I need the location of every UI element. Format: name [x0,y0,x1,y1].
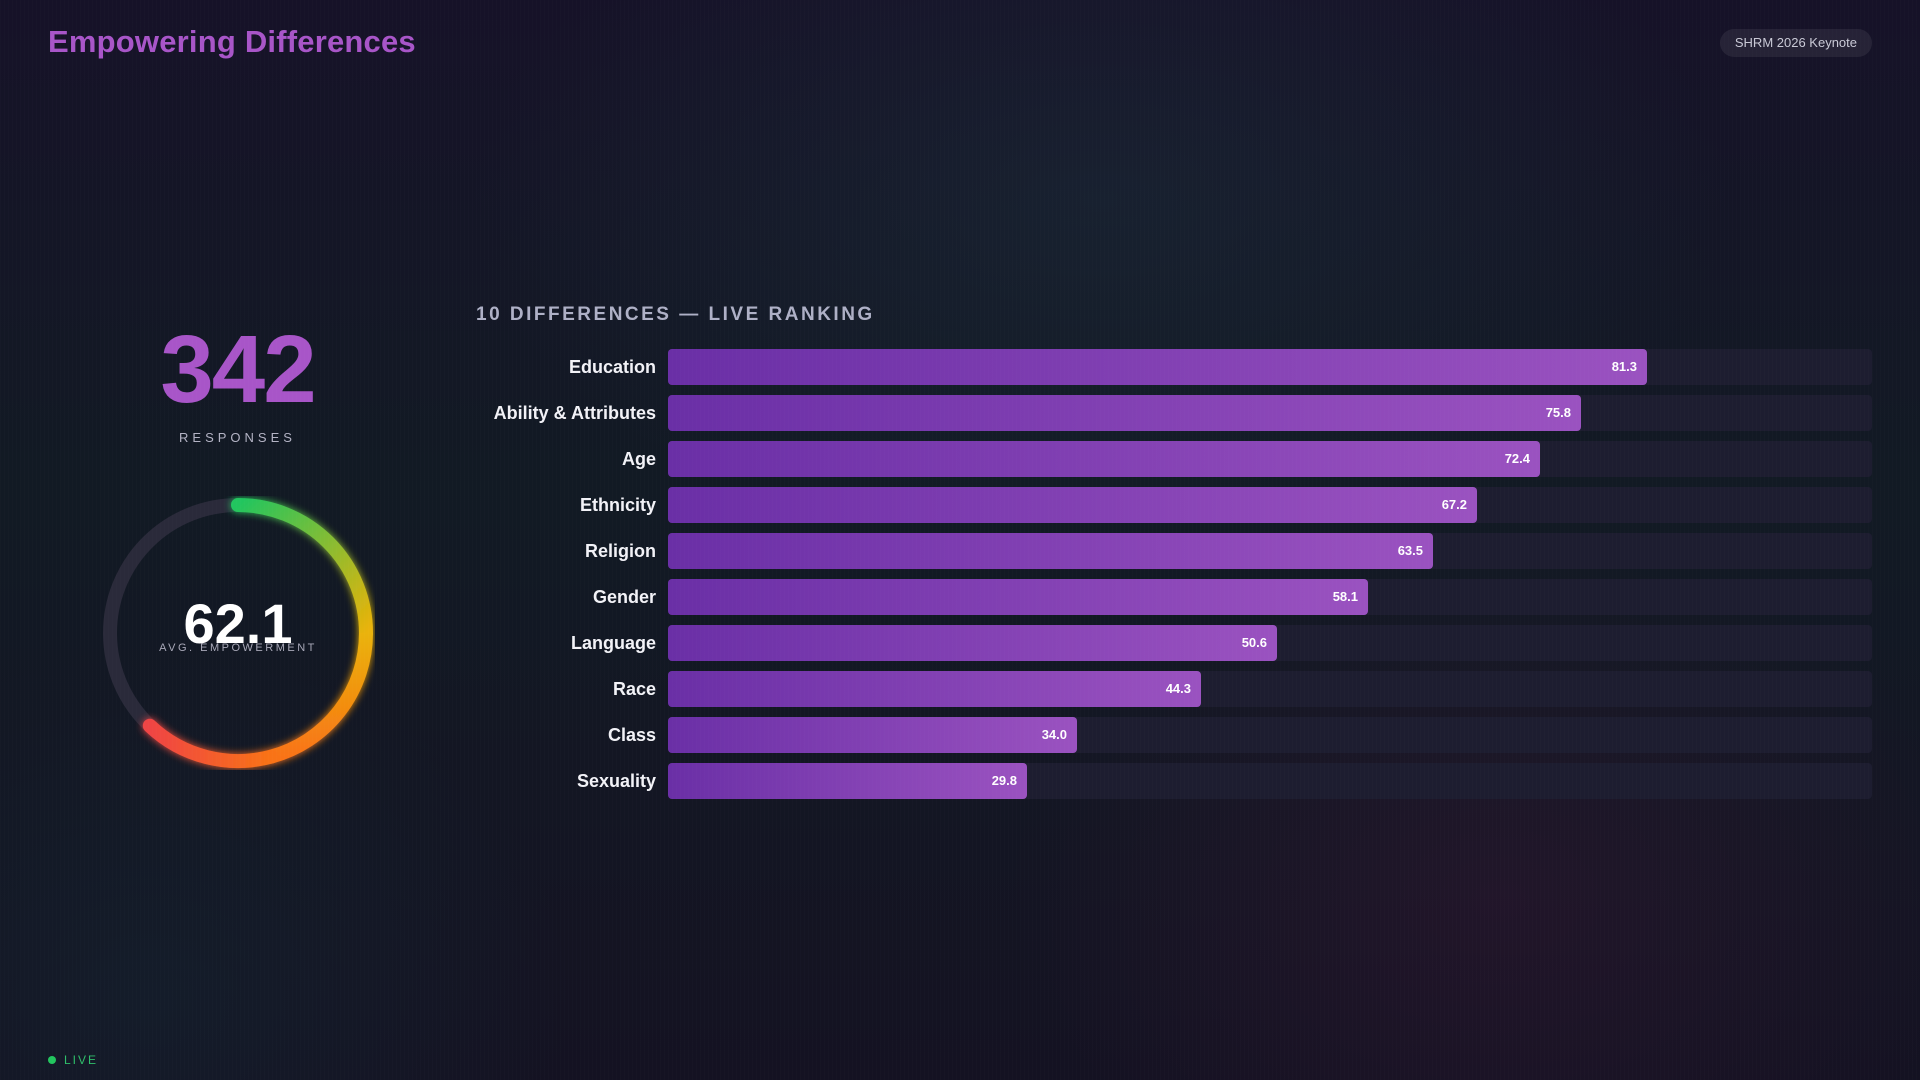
gauge-arc-segment [231,498,373,640]
bar-track: 72.4 [668,441,1872,477]
bar-row: Race 44.3 [468,670,1872,708]
bar-track: 75.8 [668,395,1872,431]
event-badge: SHRM 2026 Keynote [1719,29,1872,57]
category-label: Education [568,357,656,377]
bar-track: 58.1 [668,579,1872,615]
gauge-value-arc [142,498,373,768]
bar-row: Religion 63.5 [468,532,1872,570]
category-label: Race [612,679,656,699]
bar: 63.5 [668,533,1433,569]
bar-value-label: 75.8 [1545,405,1571,420]
bar-track: 81.3 [668,349,1872,385]
bar: 34.0 [668,717,1077,753]
bar-track: 50.6 [668,625,1872,661]
bar-row: Ability & Attributes 75.8 [468,394,1872,432]
bar: 72.4 [668,441,1540,477]
bar-value-label: 29.8 [991,773,1017,788]
bar: 75.8 [668,395,1581,431]
bar-row: Sexuality 29.8 [468,762,1872,800]
category-label: Gender [592,587,656,607]
bar-value-label: 67.2 [1441,497,1467,512]
empowerment-gauge: 62.1 AVG. EMPOWERMENT [101,496,375,770]
live-dot-icon [48,1056,56,1064]
bar-value-label: 58.1 [1332,589,1358,604]
bar: 50.6 [668,625,1277,661]
category-label: Age [621,449,656,469]
responses-count: 342 [160,316,316,423]
category-label: Ability & Attributes [493,403,656,423]
bar-track: 34.0 [668,717,1872,753]
bar-value-label: 50.6 [1241,635,1267,650]
bar-track: 44.3 [668,671,1872,707]
bar-row: Age 72.4 [468,440,1872,478]
bar: 44.3 [668,671,1201,707]
bar-row: Education 81.3 [468,348,1872,386]
gauge-label: AVG. EMPOWERMENT [159,642,317,654]
category-label: Ethnicity [579,495,656,515]
bar-row: Language 50.6 [468,624,1872,662]
category-label: Sexuality [576,771,656,791]
bar-track: 29.8 [668,763,1872,799]
category-label: Religion [585,541,656,561]
live-label: LIVE [64,1053,99,1067]
bar-value-label: 44.3 [1165,681,1191,696]
bar-value-label: 72.4 [1504,451,1530,466]
bar: 67.2 [668,487,1477,523]
chart-title: 10 DIFFERENCES — LIVE RANKING [476,304,875,325]
category-label: Language [570,633,656,653]
bar-track: 67.2 [668,487,1872,523]
bar-value-label: 34.0 [1041,727,1067,742]
page-title: Empowering Differences [48,24,416,59]
bar: 29.8 [668,763,1027,799]
bar-row: Ethnicity 67.2 [468,486,1872,524]
gauge-arc-segment [142,718,279,768]
bar-row: Gender 58.1 [468,578,1872,616]
bar: 81.3 [668,349,1647,385]
gauge-value: 62.1 [183,592,293,655]
live-indicator: LIVE [48,1053,98,1067]
bar: 58.1 [668,579,1368,615]
bar-value-label: 81.3 [1611,359,1637,374]
gauge-arc-segment [269,632,373,764]
gauge-ring [103,498,373,768]
responses-label: RESPONSES [179,430,296,445]
bar-row: Class 34.0 [468,716,1872,754]
bar-value-label: 63.5 [1397,543,1423,558]
category-label: Class [607,725,656,745]
bar-track: 63.5 [668,533,1872,569]
